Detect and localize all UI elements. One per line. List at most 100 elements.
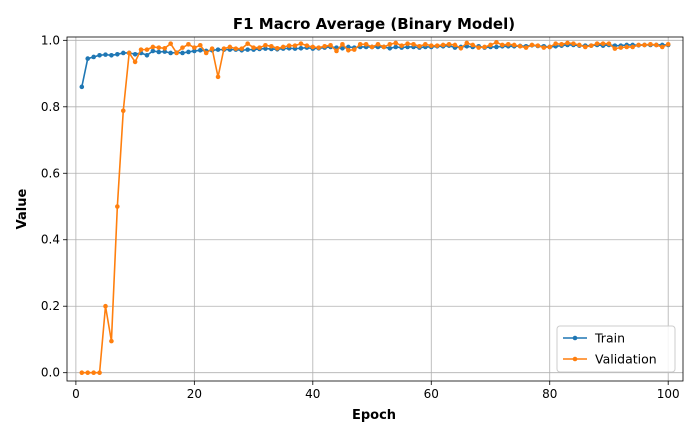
data-point-train — [197, 47, 203, 53]
data-point-validation — [494, 40, 499, 45]
data-point-validation — [523, 45, 529, 50]
data-point-train — [120, 50, 126, 56]
data-point-validation — [239, 46, 245, 51]
data-point-validation — [227, 44, 233, 50]
data-point-validation — [221, 46, 227, 51]
data-point-validation — [351, 47, 357, 52]
data-point-validation — [286, 43, 292, 48]
x-tick-label: 60 — [424, 387, 439, 401]
data-point-validation — [411, 42, 416, 47]
data-point-validation — [577, 42, 582, 48]
data-point-validation — [162, 46, 168, 51]
data-point-validation — [423, 42, 428, 47]
data-point-train — [109, 52, 114, 58]
data-point-validation — [209, 46, 215, 51]
x-axis-label: Epoch — [352, 408, 396, 423]
data-point-validation — [375, 42, 381, 47]
data-point-validation — [328, 43, 333, 48]
data-point-validation — [428, 43, 434, 48]
data-point-validation — [263, 43, 268, 48]
data-point-validation — [91, 370, 96, 375]
data-point-validation — [292, 43, 298, 48]
legend-label-validation: Validation — [595, 352, 657, 367]
data-point-validation — [346, 47, 351, 53]
data-point-validation — [446, 42, 452, 47]
y-axis-label: Value — [15, 188, 30, 229]
data-point-train — [103, 52, 108, 57]
data-point-validation — [304, 43, 310, 48]
data-point-validation — [310, 44, 316, 50]
data-point-validation — [387, 42, 393, 47]
data-point-validation — [470, 42, 476, 48]
data-point-validation — [144, 47, 150, 52]
data-point-validation — [85, 370, 91, 375]
data-point-train — [393, 44, 399, 50]
data-point-train — [186, 49, 191, 55]
data-point-validation — [174, 50, 179, 56]
data-point-validation — [369, 44, 375, 50]
legend-label-train: Train — [594, 331, 625, 346]
data-point-validation — [399, 43, 404, 48]
data-point-train — [192, 48, 197, 54]
data-point-validation — [363, 42, 369, 47]
data-point-validation — [648, 42, 653, 47]
data-point-validation — [476, 45, 481, 50]
data-point-validation — [298, 41, 304, 46]
y-tick-label: 1.0 — [41, 33, 60, 47]
data-point-train — [387, 46, 393, 51]
data-point-validation — [642, 42, 647, 48]
series-validation — [79, 40, 671, 375]
data-point-validation — [659, 44, 665, 50]
x-axis-ticks: 0 20 40 60 80 100 — [72, 381, 680, 401]
data-point-validation — [517, 44, 523, 49]
data-point-validation — [393, 40, 399, 46]
data-point-train — [464, 44, 470, 49]
data-point-validation — [150, 44, 156, 50]
legend: Train Validation — [556, 325, 676, 373]
data-point-validation — [500, 42, 505, 48]
data-point-validation — [168, 41, 173, 46]
data-point-train — [168, 50, 173, 56]
data-point-validation — [630, 44, 635, 50]
data-point-validation — [612, 46, 618, 51]
data-point-validation — [97, 370, 102, 375]
y-tick-label: 0.6 — [41, 166, 60, 180]
data-point-validation — [571, 41, 576, 46]
data-point-validation — [594, 41, 600, 46]
data-point-validation — [322, 44, 327, 49]
data-point-train — [115, 51, 120, 57]
data-point-validation — [340, 42, 345, 47]
chart-title: F1 Macro Average (Binary Model) — [233, 15, 515, 33]
x-tick-label: 0 — [72, 387, 80, 401]
data-point-train — [97, 52, 102, 58]
legend-marker-validation — [572, 356, 578, 362]
y-tick-label: 0.4 — [41, 233, 60, 247]
data-point-validation — [458, 46, 464, 51]
data-point-train — [263, 46, 268, 51]
data-point-validation — [274, 46, 280, 51]
data-point-validation — [434, 43, 440, 48]
data-point-validation — [334, 48, 339, 54]
data-point-validation — [197, 43, 203, 48]
data-point-validation — [488, 42, 493, 48]
series-layer — [79, 40, 671, 375]
data-point-validation — [618, 45, 624, 50]
data-point-validation — [120, 108, 126, 114]
data-point-train — [340, 46, 345, 51]
y-tick-label: 0.2 — [41, 299, 60, 313]
data-point-validation — [505, 42, 511, 47]
data-point-validation — [381, 44, 387, 50]
legend-marker-train — [572, 335, 578, 341]
data-point-validation — [417, 44, 422, 49]
data-point-validation — [251, 45, 256, 50]
data-point-train — [245, 47, 250, 52]
series-train — [79, 42, 671, 90]
y-tick-label: 0.0 — [41, 366, 60, 380]
y-tick-label: 0.8 — [41, 100, 60, 114]
data-point-train — [215, 47, 221, 52]
data-point-validation — [132, 59, 138, 65]
data-point-validation — [582, 44, 588, 50]
x-tick-label: 80 — [542, 387, 557, 401]
data-point-validation — [541, 45, 547, 50]
